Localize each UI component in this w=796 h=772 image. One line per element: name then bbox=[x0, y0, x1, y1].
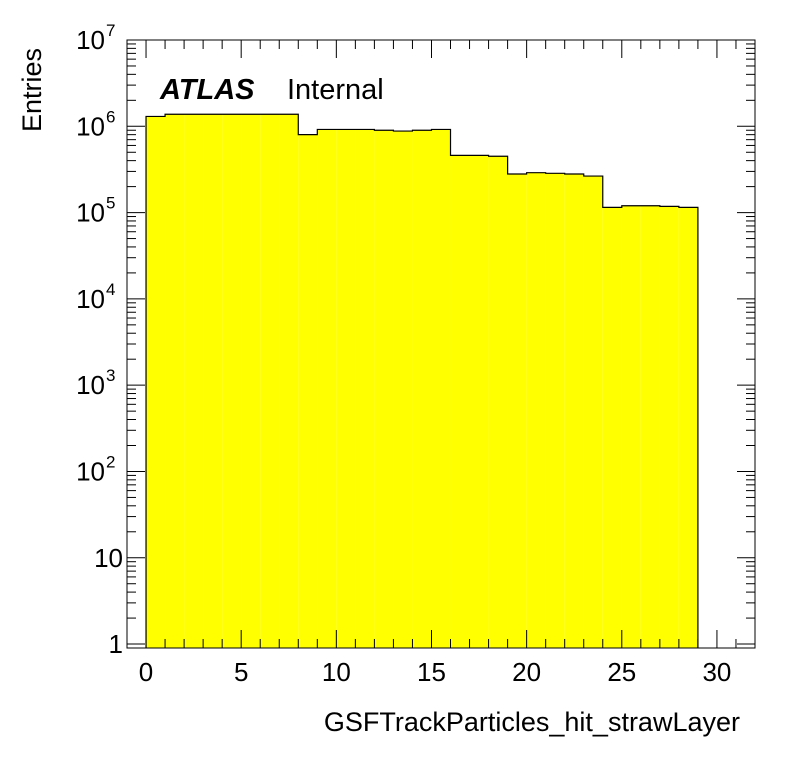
histogram-outline bbox=[145, 113, 699, 648]
histogram-bin-21 bbox=[545, 173, 565, 648]
histogram-bin-2 bbox=[184, 114, 204, 648]
histogram-bin-15 bbox=[431, 129, 451, 649]
internal-label: Internal bbox=[287, 74, 384, 106]
histogram-bin-9 bbox=[317, 129, 337, 649]
histogram-bin-17 bbox=[469, 155, 489, 649]
y-tick-label: 10 bbox=[76, 370, 105, 400]
x-tick-label: 20 bbox=[512, 657, 541, 687]
histogram-bin-7 bbox=[279, 114, 299, 648]
atlas-label: ATLAS bbox=[159, 74, 255, 106]
x-tick-label: 15 bbox=[417, 657, 446, 687]
histogram-bars bbox=[145, 113, 699, 649]
histogram-bin-12 bbox=[374, 130, 394, 648]
histogram-bin-1 bbox=[165, 114, 185, 648]
histogram-bin-13 bbox=[393, 131, 413, 649]
y-tick-exponent: 3 bbox=[106, 366, 115, 385]
histogram-bin-0 bbox=[146, 116, 166, 648]
histogram-bin-20 bbox=[526, 172, 546, 648]
histogram-bin-19 bbox=[507, 173, 527, 648]
histogram-bin-27 bbox=[659, 206, 679, 648]
y-tick-exponent: 6 bbox=[106, 107, 115, 126]
histogram-bin-26 bbox=[640, 205, 660, 648]
histogram-bin-8 bbox=[298, 134, 318, 648]
histogram-bin-24 bbox=[602, 207, 622, 648]
y-tick-label: 1 bbox=[109, 629, 123, 659]
y-tick-label: 10 bbox=[76, 198, 105, 228]
histogram-bin-5 bbox=[241, 114, 261, 648]
y-tick-label: 10 bbox=[76, 284, 105, 314]
axis-ticks bbox=[126, 39, 756, 649]
y-tick-exponent: 4 bbox=[106, 280, 115, 299]
y-tick-label: 10 bbox=[76, 111, 105, 141]
y-axis-title: Entries bbox=[17, 48, 47, 132]
x-tick-label: 10 bbox=[322, 657, 351, 687]
x-tick-label: 25 bbox=[607, 657, 636, 687]
x-axis-title: GSFTrackParticles_hit_strawLayer bbox=[324, 707, 740, 737]
histogram-bin-6 bbox=[260, 114, 280, 648]
histogram-bin-4 bbox=[222, 114, 242, 648]
y-tick-label: 10 bbox=[94, 543, 123, 573]
y-tick-label: 10 bbox=[76, 456, 105, 486]
x-tick-label: 5 bbox=[234, 657, 248, 687]
histogram-bin-11 bbox=[355, 129, 375, 649]
histogram-bin-18 bbox=[488, 156, 508, 648]
histogram-bin-23 bbox=[583, 176, 603, 649]
x-tick-label: 0 bbox=[139, 657, 153, 687]
histogram-bin-3 bbox=[203, 114, 223, 648]
y-tick-exponent: 5 bbox=[106, 194, 115, 213]
y-tick-label: 10 bbox=[76, 25, 105, 55]
y-tick-exponent: 7 bbox=[106, 21, 115, 40]
y-tick-exponent: 2 bbox=[106, 452, 115, 471]
x-tick-label: 30 bbox=[702, 657, 731, 687]
histogram-bin-10 bbox=[336, 129, 356, 649]
histogram-bin-16 bbox=[450, 155, 470, 649]
histogram-bin-28 bbox=[678, 207, 698, 648]
histogram-bin-25 bbox=[621, 205, 641, 648]
histogram-bin-14 bbox=[412, 130, 432, 648]
histogram-bin-22 bbox=[564, 173, 584, 648]
